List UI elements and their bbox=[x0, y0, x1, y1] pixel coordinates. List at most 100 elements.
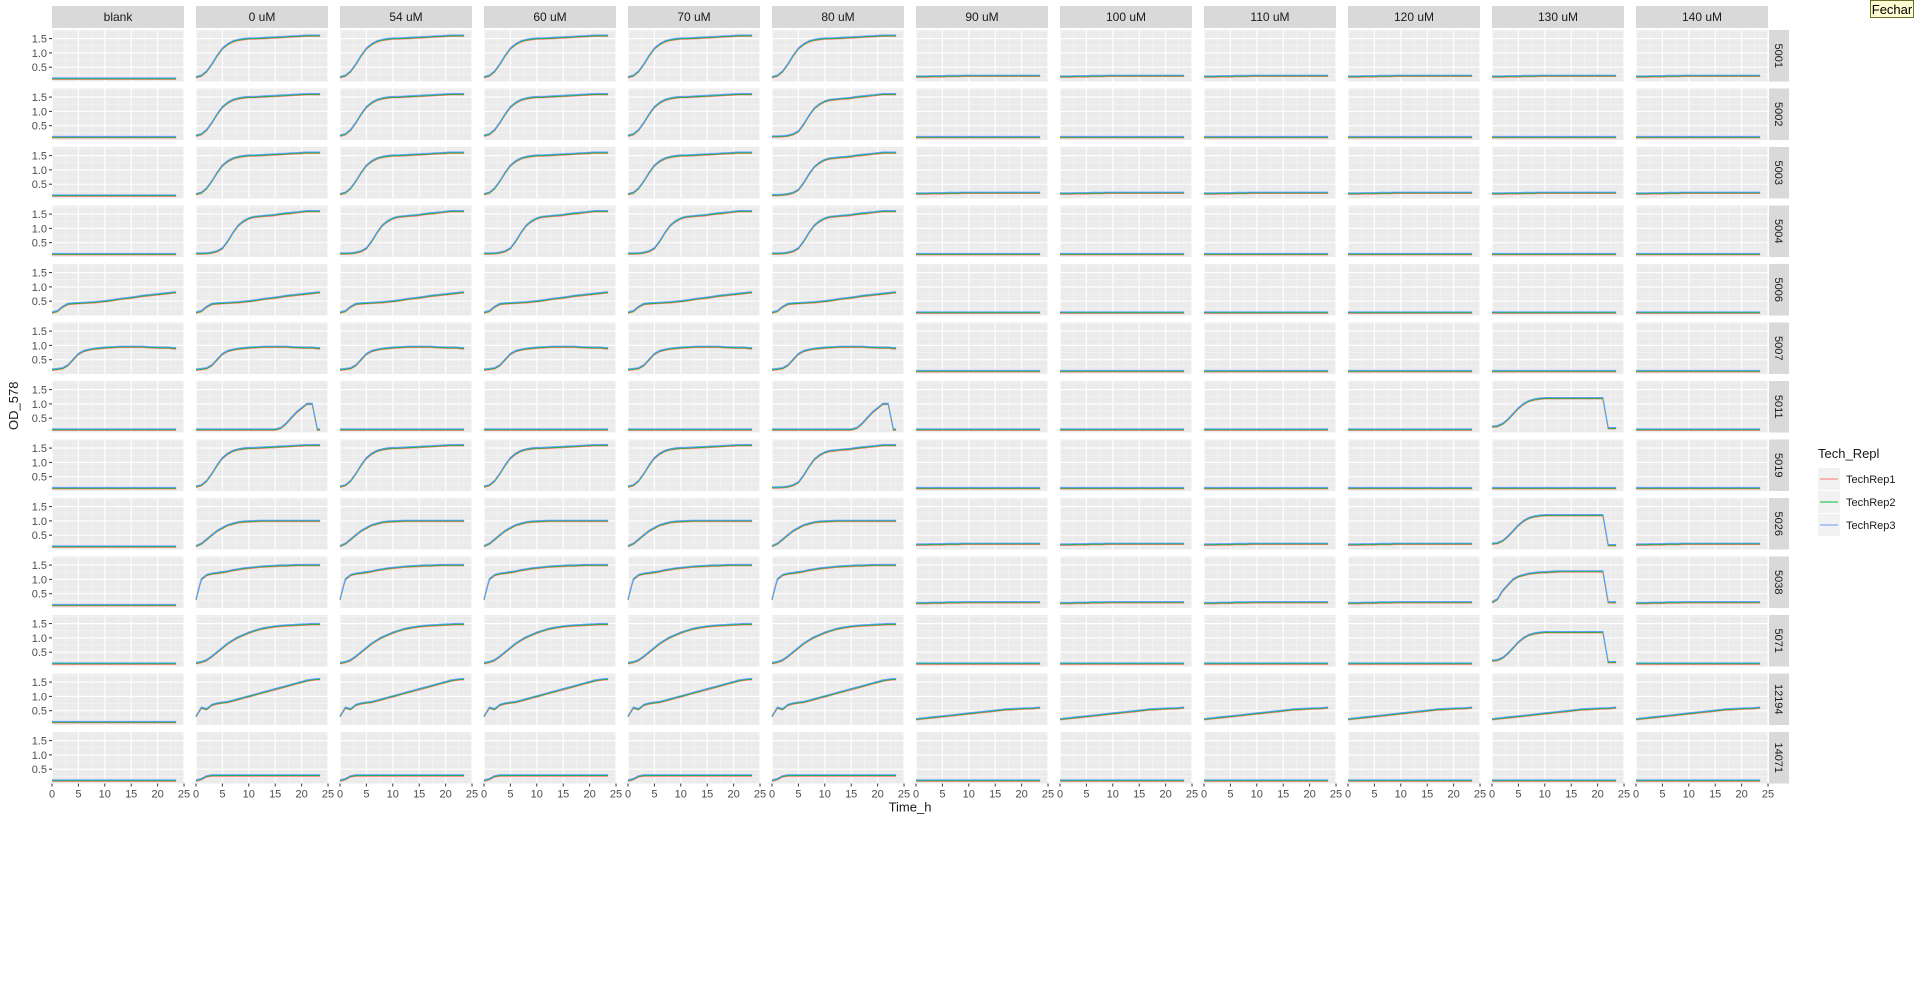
x-tick-label: 25 bbox=[610, 789, 622, 801]
series-line-techrep3 bbox=[1347, 706, 1473, 720]
y-tick-label: 0.5 bbox=[32, 296, 47, 308]
series-line-techrep1 bbox=[339, 775, 465, 782]
series-line-techrep2 bbox=[1060, 543, 1185, 546]
legend-label: TechRep1 bbox=[1846, 474, 1896, 486]
series-line-techrep1 bbox=[1348, 602, 1473, 605]
series-line-techrep3 bbox=[483, 34, 609, 77]
facet-strip-row bbox=[1769, 30, 1789, 82]
y-tick-label: 1.5 bbox=[32, 677, 47, 689]
series-line-techrep1 bbox=[1204, 544, 1329, 546]
facet-label-row: 12194 bbox=[1772, 684, 1784, 715]
series-line-techrep3 bbox=[1491, 706, 1617, 720]
facet-label-row: 5019 bbox=[1772, 453, 1784, 477]
facet-label-column: 60 uM bbox=[533, 10, 566, 24]
series-line-techrep3 bbox=[1060, 601, 1185, 603]
series-line-techrep3 bbox=[339, 345, 465, 370]
y-tick-label: 1.0 bbox=[32, 633, 47, 645]
series-line-techrep1 bbox=[1348, 193, 1473, 195]
series-line-techrep3 bbox=[483, 291, 609, 313]
series-line-techrep3 bbox=[1492, 191, 1617, 194]
series-line-techrep2 bbox=[628, 210, 753, 255]
series-line-techrep3 bbox=[339, 678, 465, 716]
series-line-techrep3 bbox=[772, 151, 897, 195]
y-tick-label: 1.5 bbox=[32, 326, 47, 338]
series-line-techrep3 bbox=[195, 678, 321, 716]
series-line-techrep3 bbox=[339, 563, 465, 599]
y-tick-label: 1.0 bbox=[32, 340, 47, 352]
x-tick-label: 10 bbox=[819, 789, 831, 801]
series-line-techrep2 bbox=[340, 210, 465, 255]
series-line-techrep2 bbox=[483, 775, 609, 782]
x-tick-label: 20 bbox=[295, 789, 307, 801]
series-line-techrep1 bbox=[195, 565, 321, 601]
series-line-techrep3 bbox=[627, 93, 753, 136]
series-line-techrep3 bbox=[484, 210, 609, 254]
x-tick-label: 20 bbox=[151, 789, 163, 801]
x-tick-label: 25 bbox=[466, 789, 478, 801]
series-line-techrep3 bbox=[1491, 514, 1617, 545]
series-line-techrep3 bbox=[483, 678, 609, 716]
facet-strip-column bbox=[340, 6, 472, 28]
y-tick-label: 0.5 bbox=[32, 355, 47, 367]
series-line-techrep2 bbox=[1636, 192, 1761, 195]
y-tick-label: 0.5 bbox=[32, 413, 47, 425]
y-tick-label: 0.5 bbox=[32, 706, 47, 718]
series-line-techrep1 bbox=[772, 211, 897, 255]
series-line-techrep3 bbox=[483, 93, 609, 136]
series-line-techrep2 bbox=[627, 292, 753, 314]
facet-label-column: 90 uM bbox=[965, 10, 998, 24]
x-tick-label: 25 bbox=[1618, 789, 1630, 801]
series-line-techrep3 bbox=[771, 563, 897, 599]
series-line-techrep2 bbox=[1204, 543, 1329, 546]
series-line-techrep1 bbox=[1492, 193, 1617, 195]
series-line-techrep3 bbox=[627, 622, 753, 663]
series-line-techrep3 bbox=[1060, 74, 1185, 77]
x-tick-label: 5 bbox=[1371, 789, 1377, 801]
series-line-techrep3 bbox=[195, 345, 321, 370]
series-line-techrep2 bbox=[772, 403, 897, 431]
series-line-techrep1 bbox=[195, 679, 321, 718]
series-line-techrep1 bbox=[51, 292, 177, 314]
series-line-techrep1 bbox=[1060, 544, 1185, 546]
series-line-techrep3 bbox=[627, 151, 753, 194]
x-tick-label: 0 bbox=[913, 789, 919, 801]
legend-label: TechRep3 bbox=[1846, 520, 1896, 532]
x-tick-label: 20 bbox=[1159, 789, 1171, 801]
y-tick-label: 1.0 bbox=[32, 223, 47, 235]
series-line-techrep1 bbox=[771, 292, 897, 314]
facet-strip-row bbox=[1769, 439, 1789, 491]
x-tick-label: 0 bbox=[1057, 789, 1063, 801]
series-line-techrep2 bbox=[1347, 707, 1473, 720]
close-button[interactable]: Fechar bbox=[1870, 0, 1914, 18]
series-line-techrep3 bbox=[196, 210, 321, 254]
facet-label-row: 14071 bbox=[1772, 742, 1784, 773]
series-line-techrep2 bbox=[195, 775, 321, 782]
series-line-techrep3 bbox=[1491, 397, 1617, 428]
y-tick-label: 1.5 bbox=[32, 92, 47, 104]
series-line-techrep3 bbox=[1636, 191, 1761, 194]
series-line-techrep3 bbox=[195, 622, 321, 663]
facet-label-column: 0 uM bbox=[249, 10, 276, 24]
series-line-techrep1 bbox=[339, 292, 465, 314]
series-line-techrep3 bbox=[339, 151, 465, 194]
series-line-techrep2 bbox=[483, 623, 609, 664]
facet-label-row: 5071 bbox=[1772, 629, 1784, 653]
series-line-techrep2 bbox=[196, 403, 321, 431]
series-line-techrep2 bbox=[339, 775, 465, 782]
series-line-techrep3 bbox=[195, 151, 321, 194]
x-tick-label: 10 bbox=[1539, 789, 1551, 801]
series-line-techrep1 bbox=[771, 679, 897, 718]
x-tick-label: 20 bbox=[1735, 789, 1747, 801]
series-line-techrep3 bbox=[340, 210, 465, 254]
series-line-techrep1 bbox=[195, 775, 321, 782]
series-line-techrep1 bbox=[483, 565, 609, 601]
series-line-techrep1 bbox=[340, 211, 465, 255]
series-line-techrep1 bbox=[484, 211, 609, 255]
series-line-techrep2 bbox=[627, 564, 753, 600]
series-line-techrep1 bbox=[771, 624, 897, 665]
series-line-techrep3 bbox=[628, 210, 753, 254]
x-tick-label: 0 bbox=[625, 789, 631, 801]
series-line-techrep3 bbox=[1492, 74, 1617, 77]
series-line-techrep2 bbox=[771, 623, 897, 664]
x-tick-label: 10 bbox=[963, 789, 975, 801]
